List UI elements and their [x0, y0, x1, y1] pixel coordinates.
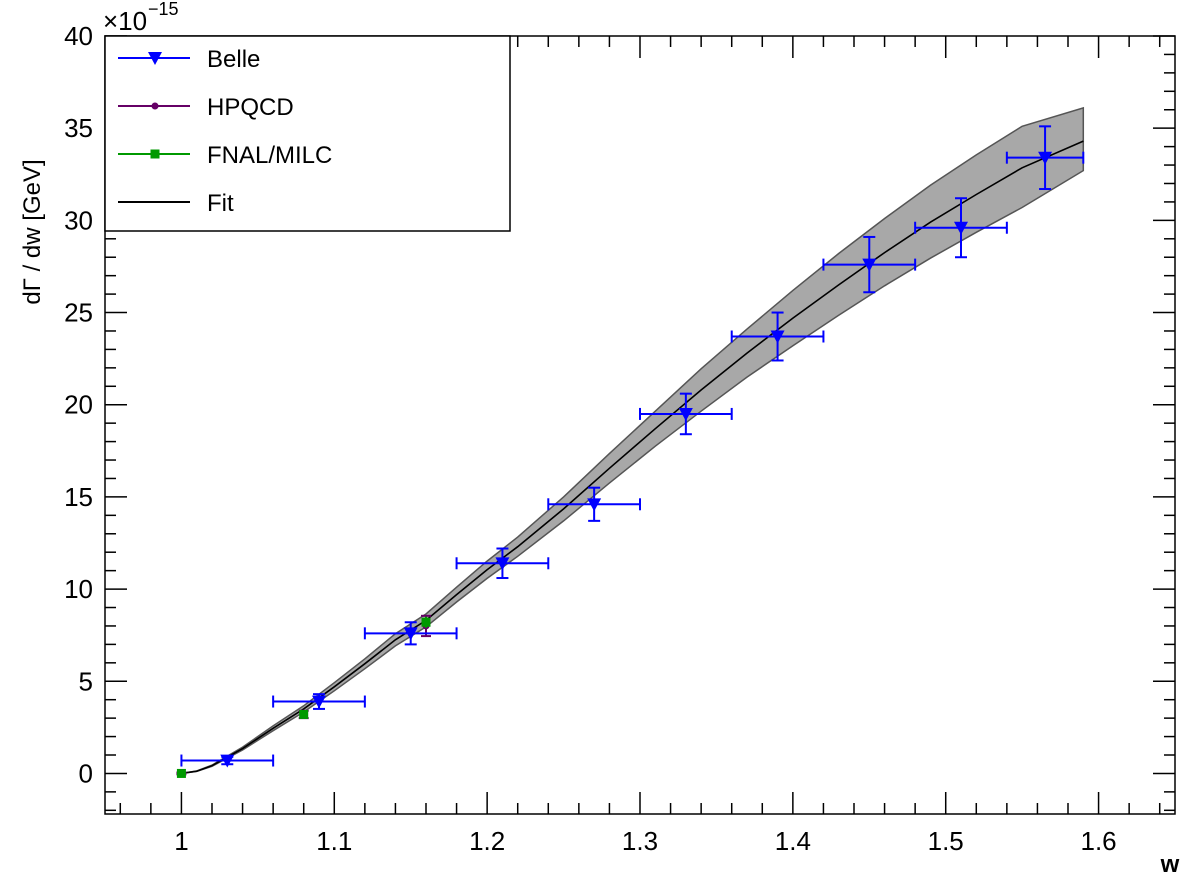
x-tick-label: 1.4 — [775, 826, 811, 856]
y-tick-label: 35 — [64, 113, 93, 143]
x-tick-label: 1.2 — [469, 826, 505, 856]
belle-marker — [770, 330, 785, 344]
belle-marker — [1038, 151, 1053, 165]
fnal-milc-marker — [421, 617, 431, 627]
fit-line-layer — [181, 140, 1084, 775]
belle-marker — [495, 557, 510, 571]
y-exponent-prefix: ×10 — [103, 6, 147, 36]
x-tick-label: 1.3 — [622, 826, 658, 856]
belle-point — [180, 754, 275, 768]
y-tick-label: 40 — [64, 21, 93, 51]
y-tick-label: 30 — [64, 205, 93, 235]
x-axis-title: w — [1160, 851, 1180, 878]
belle-point — [914, 197, 1008, 259]
belle-point — [730, 311, 825, 362]
y-axis-title: dΓ / dw [GeV] — [19, 159, 46, 304]
belle-point — [272, 693, 366, 710]
fnal-milc-point — [421, 616, 431, 628]
belle-marker — [220, 754, 235, 768]
belle-point — [455, 547, 550, 580]
legend-label-fnal-milc: FNAL/MILC — [207, 142, 332, 169]
y-tick-label: 0 — [79, 758, 93, 788]
x-tick-label: 1 — [174, 826, 188, 856]
axes-layer: 1 1.1 1.2 1.3 1.4 1.5 1.6 0 5 10 15 20 25 30 35 40 — [64, 21, 1175, 856]
x-tick-label: 1.6 — [1080, 826, 1116, 856]
belle-marker — [312, 695, 326, 709]
y-tick-label: 20 — [64, 390, 93, 420]
legend-box — [104, 35, 511, 232]
y-exponent-value: −15 — [148, 0, 179, 19]
data-points-layer — [176, 125, 1085, 778]
legend-entry-belle: Belle — [118, 46, 260, 73]
belle-point — [547, 486, 641, 522]
y-tick-label: 10 — [64, 574, 93, 604]
belle-marker — [587, 498, 602, 512]
y-tick-label: 25 — [64, 298, 93, 328]
fnal-milc-marker — [299, 709, 309, 719]
belle-point — [822, 235, 917, 294]
belle-marker — [862, 258, 877, 272]
legend-label-hpqcd: HPQCD — [207, 94, 294, 121]
legend: Belle HPQCD FNAL/MILC Fit — [104, 35, 511, 232]
legend-entry-fit: Fit — [118, 190, 234, 217]
belle-point — [639, 392, 733, 436]
legend-label-fit: Fit — [207, 190, 234, 217]
y-tick-label: 15 — [64, 482, 93, 512]
y-tick-label: 5 — [79, 666, 93, 696]
legend-marker-fnal-milc — [150, 149, 160, 159]
fit-uncertainty-band-layer — [181, 106, 1085, 775]
fnal-milc-point — [299, 709, 309, 719]
belle-point — [363, 621, 458, 646]
fit-uncertainty-band — [181, 106, 1085, 775]
legend-entry-hpqcd: HPQCD — [118, 94, 294, 121]
legend-marker-belle — [148, 52, 162, 65]
fit-line — [181, 140, 1084, 775]
x-tick-label: 1.1 — [316, 826, 352, 856]
legend-label-belle: Belle — [207, 46, 260, 73]
belle-marker — [954, 221, 968, 235]
x-tick-label: 1.5 — [928, 826, 964, 856]
belle-marker — [678, 407, 693, 421]
legend-marker-hpqcd — [151, 102, 159, 110]
fnal-milc-marker — [176, 768, 186, 778]
belle-marker — [403, 627, 418, 641]
belle-point — [1005, 125, 1085, 191]
fnal-milc-point — [176, 768, 186, 778]
legend-entry-fnal-milc: FNAL/MILC — [118, 142, 332, 169]
